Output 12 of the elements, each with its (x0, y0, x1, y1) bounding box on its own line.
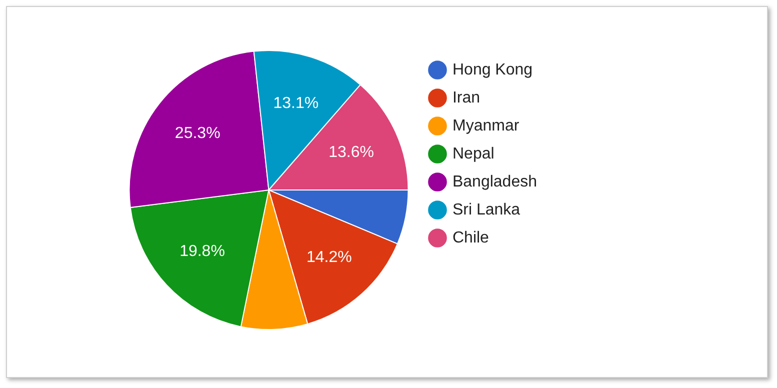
legend-label: Myanmar (452, 117, 520, 134)
data-label: 13.6% (328, 144, 374, 161)
data-label: 14.2% (306, 249, 352, 266)
legend-label: Iran (452, 89, 480, 106)
legend-label: Sri Lanka (452, 201, 520, 218)
legend-label: Chile (452, 229, 490, 246)
legend-label: Nepal (452, 145, 494, 162)
data-label: 13.1% (273, 94, 319, 112)
legend-label: Bangladesh (452, 173, 537, 190)
data-label: 19.8% (180, 243, 225, 260)
legend-label: Hong Kong (452, 61, 533, 78)
data-label: 25.3% (174, 125, 220, 142)
